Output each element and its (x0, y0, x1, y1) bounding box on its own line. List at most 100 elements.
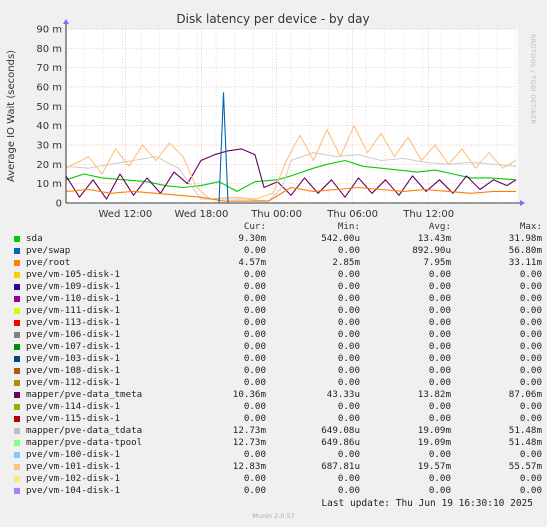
x-tick-label: Wed 18:00 (175, 209, 229, 220)
avg-value: 13.82m (417, 389, 451, 400)
y-axis-label: Average IO Wait (seconds) (6, 50, 17, 182)
legend-header: Cur: Min: Avg: Max: (14, 221, 544, 233)
legend-row: pve/vm-106-disk-1 0.00 0.00 0.00 0.00 (14, 329, 544, 341)
legend-swatch (14, 248, 20, 254)
series-name: pve/vm-106-disk-1 (26, 329, 121, 340)
legend-swatch (14, 260, 20, 266)
series-name: mapper/pve-data-tpool (26, 437, 143, 448)
series-name: pve/swap (26, 245, 71, 256)
cur-value: 0.00 (243, 353, 266, 364)
cur-value: 0.00 (243, 365, 266, 376)
legend-swatch (14, 428, 20, 434)
x-tick-label: Thu 00:00 (250, 209, 302, 220)
y-tick-label: 50 m (36, 102, 62, 113)
rrdtool-credit: RRDTOOL / TOBI OETIKER (529, 34, 537, 125)
legend-row: pve/vm-100-disk-1 0.00 0.00 0.00 0.00 (14, 449, 544, 461)
avg-value: 0.00 (428, 413, 451, 424)
legend-row: pve/vm-115-disk-1 0.00 0.00 0.00 0.00 (14, 413, 544, 425)
min-value: 0.00 (337, 329, 360, 340)
min-value: 0.00 (337, 449, 360, 460)
cur-value: 0.00 (243, 485, 266, 496)
legend-row: pve/vm-108-disk-1 0.00 0.00 0.00 0.00 (14, 365, 544, 377)
max-value: 0.00 (519, 341, 542, 352)
legend-rows: sda 9.30m 542.00u 13.43m 31.98m pve/swap 0.00 0… (14, 233, 544, 497)
series-name: pve/vm-105-disk-1 (26, 269, 121, 280)
min-value: 649.08u (321, 425, 360, 436)
cur-value: 0.00 (243, 401, 266, 412)
cur-value: 0.00 (243, 341, 266, 352)
series-name: pve/vm-101-disk-1 (26, 461, 121, 472)
series-name: pve/vm-110-disk-1 (26, 293, 121, 304)
max-value: 33.11m (508, 257, 542, 268)
legend-row: pve/swap 0.00 0.00 892.90u 56.80m (14, 245, 544, 257)
series-line (65, 152, 517, 202)
series-name: pve/vm-103-disk-1 (26, 353, 121, 364)
cur-value: 12.83m (232, 461, 266, 472)
legend-swatch (14, 320, 20, 326)
y-tick-label: 10 m (36, 179, 62, 190)
series-name: pve/vm-109-disk-1 (26, 281, 121, 292)
legend-row: pve/vm-102-disk-1 0.00 0.00 0.00 0.00 (14, 473, 544, 485)
max-value: 0.00 (519, 377, 542, 388)
cur-value: 0.00 (243, 269, 266, 280)
cur-value: 0.00 (243, 449, 266, 460)
avg-value: 0.00 (428, 365, 451, 376)
x-tick-label: Wed 12:00 (98, 209, 152, 220)
legend-row: pve/vm-104-disk-1 0.00 0.00 0.00 0.00 (14, 485, 544, 497)
munin-version: Munin 2.0.57 (252, 512, 295, 520)
cur-value: 9.30m (238, 233, 266, 244)
avg-value: 19.57m (417, 461, 451, 472)
series-name: mapper/pve-data_tdata (26, 425, 143, 436)
series-name: pve/vm-102-disk-1 (26, 473, 121, 484)
min-value: 0.00 (337, 473, 360, 484)
legend-row: pve/vm-114-disk-1 0.00 0.00 0.00 0.00 (14, 401, 544, 413)
avg-value: 19.09m (417, 437, 451, 448)
legend-row: pve/vm-107-disk-1 0.00 0.00 0.00 0.00 (14, 341, 544, 353)
cur-value: 0.00 (243, 281, 266, 292)
series-name: pve/vm-115-disk-1 (26, 413, 121, 424)
tick-labels: 0 10 m 20 m 30 m 40 m 50 m 60 m 70 m 80 m 90 m Wed… (36, 25, 454, 221)
legend-swatch (14, 440, 20, 446)
legend-swatch (14, 404, 20, 410)
series-line (65, 148, 517, 200)
avg-value: 0.00 (428, 293, 451, 304)
series-name: sda (26, 233, 43, 244)
min-value: 0.00 (337, 293, 360, 304)
min-value: 0.00 (337, 401, 360, 412)
min-value: 0.00 (337, 341, 360, 352)
max-value: 0.00 (519, 317, 542, 328)
cur-value: 0.00 (243, 473, 266, 484)
series-name: pve/vm-107-disk-1 (26, 341, 121, 352)
cur-value: 4.57m (238, 257, 266, 268)
axes (63, 19, 525, 206)
cur-value: 0.00 (243, 413, 266, 424)
legend-swatch (14, 488, 20, 494)
y-tick-label: 30 m (36, 141, 62, 152)
max-value: 87.06m (508, 389, 542, 400)
legend-swatch (14, 332, 20, 338)
cur-value: 0.00 (243, 293, 266, 304)
avg-value: 0.00 (428, 485, 451, 496)
max-value: 0.00 (519, 473, 542, 484)
legend-row: pve/vm-112-disk-1 0.00 0.00 0.00 0.00 (14, 377, 544, 389)
min-value: 2.85m (332, 257, 360, 268)
max-value: 0.00 (519, 329, 542, 340)
max-value: 0.00 (519, 413, 542, 424)
legend-row: pve/vm-111-disk-1 0.00 0.00 0.00 0.00 (14, 305, 544, 317)
avg-value: 0.00 (428, 305, 451, 316)
legend-row: pve/vm-101-disk-1 12.83m 687.81u 19.57m 55.5… (14, 461, 544, 473)
legend-row: pve/vm-105-disk-1 0.00 0.00 0.00 0.00 (14, 269, 544, 281)
cur-value: 0.00 (243, 245, 266, 256)
legend-swatch (14, 356, 20, 362)
avg-value: 0.00 (428, 269, 451, 280)
chart-title: Disk latency per device - by day (176, 12, 369, 26)
avg-value: 7.95m (423, 257, 451, 268)
series-name: pve/vm-111-disk-1 (26, 305, 121, 316)
x-axis-arrow (520, 200, 525, 206)
avg-value: 13.43m (417, 233, 451, 244)
min-value: 0.00 (337, 413, 360, 424)
y-tick-label: 40 m (36, 121, 62, 132)
y-tick-label: 70 m (36, 63, 62, 74)
max-value: 56.80m (508, 245, 542, 256)
